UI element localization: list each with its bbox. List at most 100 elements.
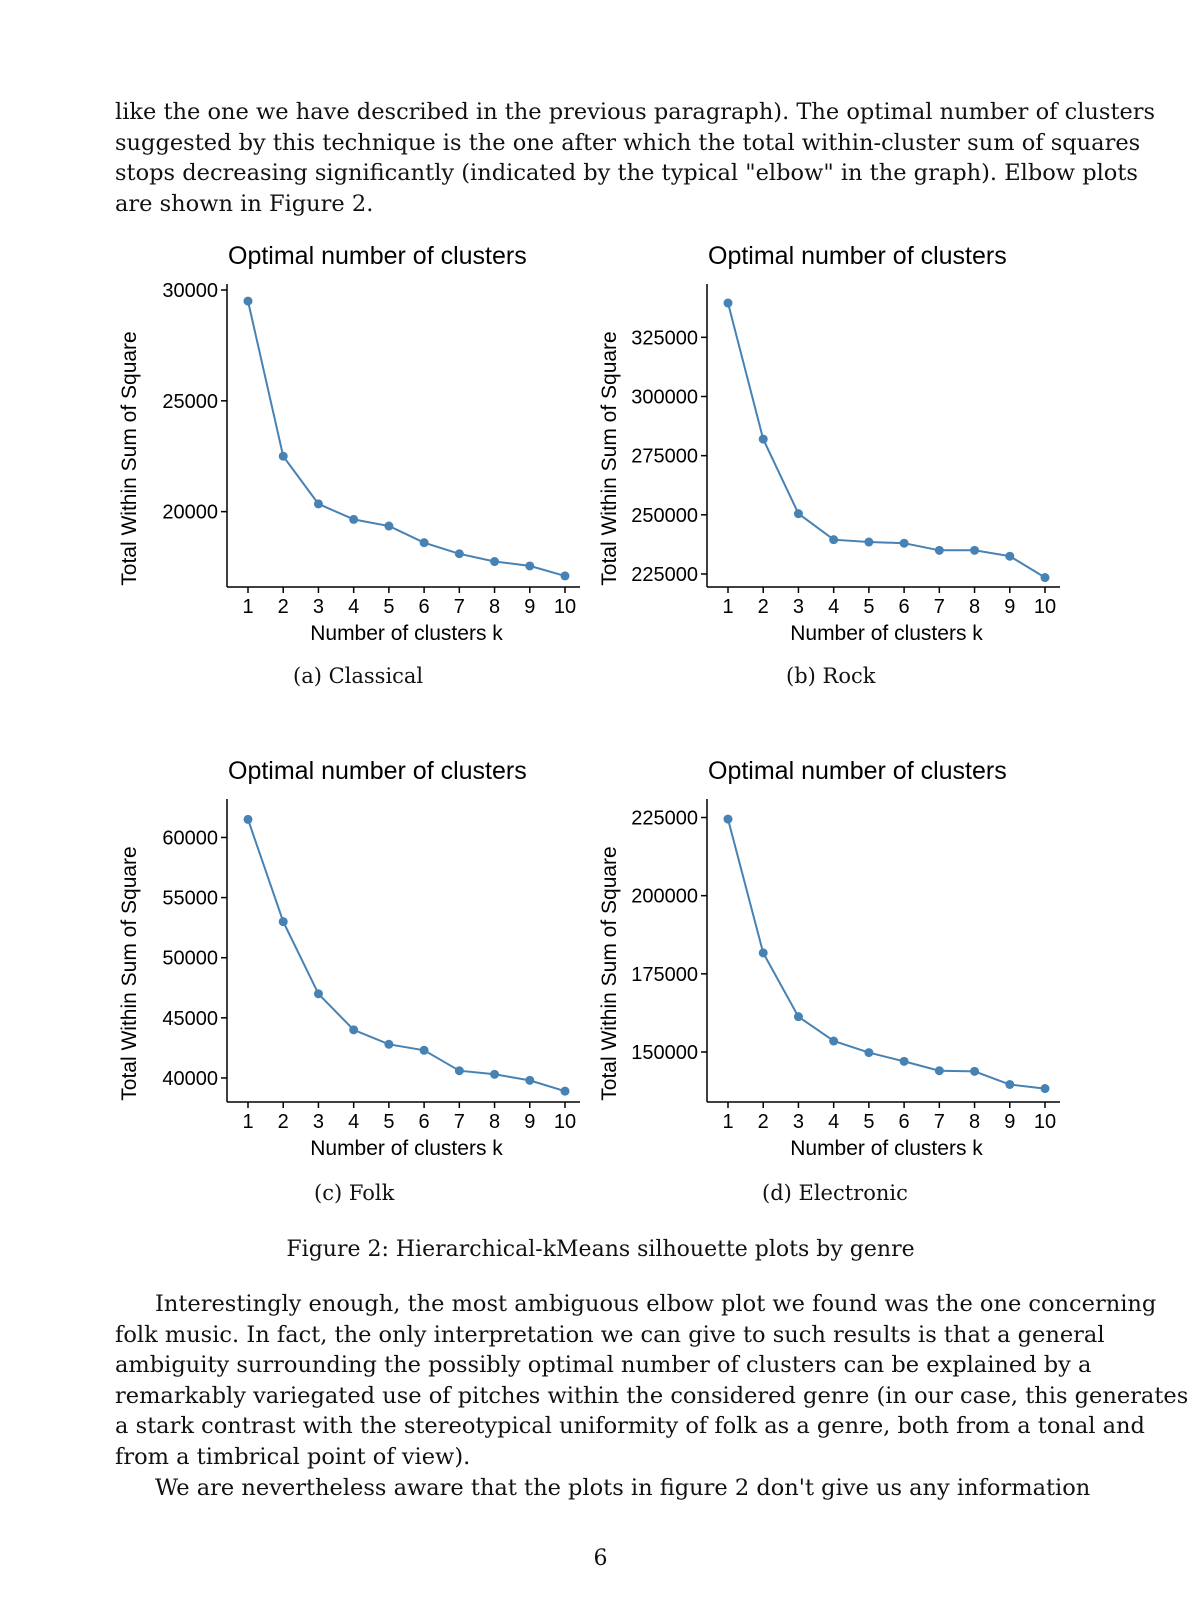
x-tick-label: 9 — [524, 596, 535, 618]
data-point — [419, 1045, 429, 1055]
figure-caption: Figure 2: Hierarchical-kMeans silhouette… — [286, 1237, 915, 1262]
y-tick-label: 55000 — [162, 888, 218, 910]
data-point — [560, 1086, 570, 1096]
data-point — [864, 1048, 874, 1058]
data-point — [1040, 573, 1050, 583]
data-point — [758, 948, 768, 958]
data-point — [384, 521, 394, 531]
y-tick-label: 20000 — [162, 502, 218, 524]
x-tick-label: 6 — [899, 1111, 910, 1133]
y-tick-label: 225000 — [631, 808, 698, 830]
data-point — [243, 296, 253, 306]
x-tick-label: 1 — [242, 596, 253, 618]
data-point — [313, 989, 323, 999]
y-tick-label: 40000 — [162, 1068, 218, 1090]
series-line — [727, 818, 1046, 1090]
data-point — [560, 571, 570, 581]
data-point — [454, 1066, 464, 1076]
x-tick-label: 10 — [554, 596, 576, 618]
x-tick-label: 6 — [899, 596, 910, 618]
subcaption-classical: (a) Classical — [293, 664, 424, 688]
x-tick-label: 5 — [383, 1111, 394, 1133]
data-point — [419, 538, 429, 548]
x-tick-label: 6 — [419, 596, 430, 618]
y-axis-label: Total Within Sum of Square — [598, 846, 621, 1100]
y-tick-label: 150000 — [631, 1042, 698, 1064]
x-tick-label: 5 — [863, 596, 874, 618]
x-tick-label: 2 — [278, 596, 289, 618]
x-tick-label: 8 — [489, 596, 500, 618]
x-tick-label: 8 — [969, 1111, 980, 1133]
x-tick-label: 2 — [758, 596, 769, 618]
body-paragraph: Interestingly enough, the most ambiguous… — [115, 1289, 1188, 1503]
data-point — [1005, 551, 1015, 561]
x-tick-label: 5 — [863, 1111, 874, 1133]
x-axis-label: Number of clusters k — [310, 622, 503, 645]
y-tick-label: 50000 — [162, 948, 218, 970]
chart-title: Optimal number of clusters — [228, 242, 527, 270]
y-tick-label: 300000 — [631, 386, 698, 408]
y-tick-label: 325000 — [631, 327, 698, 349]
y-tick-label: 275000 — [631, 446, 698, 468]
data-point — [1040, 1084, 1050, 1094]
data-point — [490, 557, 500, 567]
data-point — [525, 1075, 535, 1085]
chart-electronic: Optimal number of clusters 150000 175000 20… — [590, 755, 1070, 1160]
x-tick-label: 7 — [454, 1111, 465, 1133]
data-point — [723, 298, 733, 308]
subcaption-rock: (b) Rock — [786, 664, 876, 688]
y-tick-label: 200000 — [631, 886, 698, 908]
x-tick-label: 4 — [828, 1111, 839, 1133]
data-point — [934, 545, 944, 555]
x-tick-label: 4 — [828, 596, 839, 618]
chart-title: Optimal number of clusters — [708, 757, 1007, 785]
x-tick-label: 9 — [1004, 596, 1015, 618]
data-point — [243, 814, 253, 824]
chart-rock: Optimal number of clusters 225000 250000 27… — [590, 240, 1070, 645]
x-tick-label: 7 — [454, 596, 465, 618]
x-tick-label: 2 — [278, 1111, 289, 1133]
body-line: a stark contrast with the stereotypical … — [115, 1413, 1145, 1440]
data-point — [313, 499, 323, 509]
data-point — [829, 1036, 839, 1046]
y-axis-label: Total Within Sum of Square — [118, 331, 141, 585]
x-tick-label: 9 — [524, 1111, 535, 1133]
intro-line: are shown in Figure 2. — [115, 190, 374, 217]
body-line: Interestingly enough, the most ambiguous… — [155, 1291, 1157, 1317]
x-tick-label: 8 — [969, 596, 980, 618]
x-tick-label: 3 — [793, 596, 804, 618]
y-tick-label: 250000 — [631, 505, 698, 527]
data-point — [970, 545, 980, 555]
y-tick-label: 225000 — [631, 564, 698, 586]
data-point — [864, 537, 874, 547]
data-point — [278, 451, 288, 461]
data-point — [758, 434, 768, 444]
x-tick-label: 10 — [554, 1111, 576, 1133]
x-tick-label: 1 — [722, 1111, 733, 1133]
data-point — [278, 917, 288, 927]
x-tick-label: 7 — [934, 1111, 945, 1133]
chart-title: Optimal number of clusters — [228, 757, 527, 785]
x-axis-label: Number of clusters k — [310, 1137, 503, 1160]
y-axis-label: Total Within Sum of Square — [598, 331, 621, 585]
x-tick-label: 10 — [1034, 596, 1056, 618]
x-axis-label: Number of clusters k — [790, 1137, 983, 1160]
page-number: 6 — [593, 1546, 608, 1571]
x-tick-label: 3 — [793, 1111, 804, 1133]
chart-svg: Optimal number of clusters 150000 175000 20… — [598, 757, 1060, 1160]
intro-line: stops decreasing significantly (indicate… — [115, 160, 1138, 187]
intro-line: suggested by this technique is the one a… — [115, 129, 1141, 156]
chart-svg: Optimal number of clusters22500025000027… — [598, 242, 1060, 645]
subcaption-electronic: (d) Electronic — [762, 1181, 908, 1205]
chart-folk: Optimal number of clusters 40000 45000 5000… — [110, 755, 590, 1160]
body-line: from a timbrical point of view). — [115, 1443, 471, 1470]
x-tick-label: 1 — [242, 1111, 253, 1133]
data-point — [349, 514, 359, 524]
data-point — [793, 1012, 803, 1022]
chart-svg: Optimal number of clusters 40000 45000 5000… — [118, 757, 580, 1160]
series-line — [247, 300, 566, 577]
data-point — [525, 561, 535, 571]
y-tick-label: 30000 — [162, 280, 218, 302]
x-tick-label: 9 — [1004, 1111, 1015, 1133]
data-point — [793, 509, 803, 519]
